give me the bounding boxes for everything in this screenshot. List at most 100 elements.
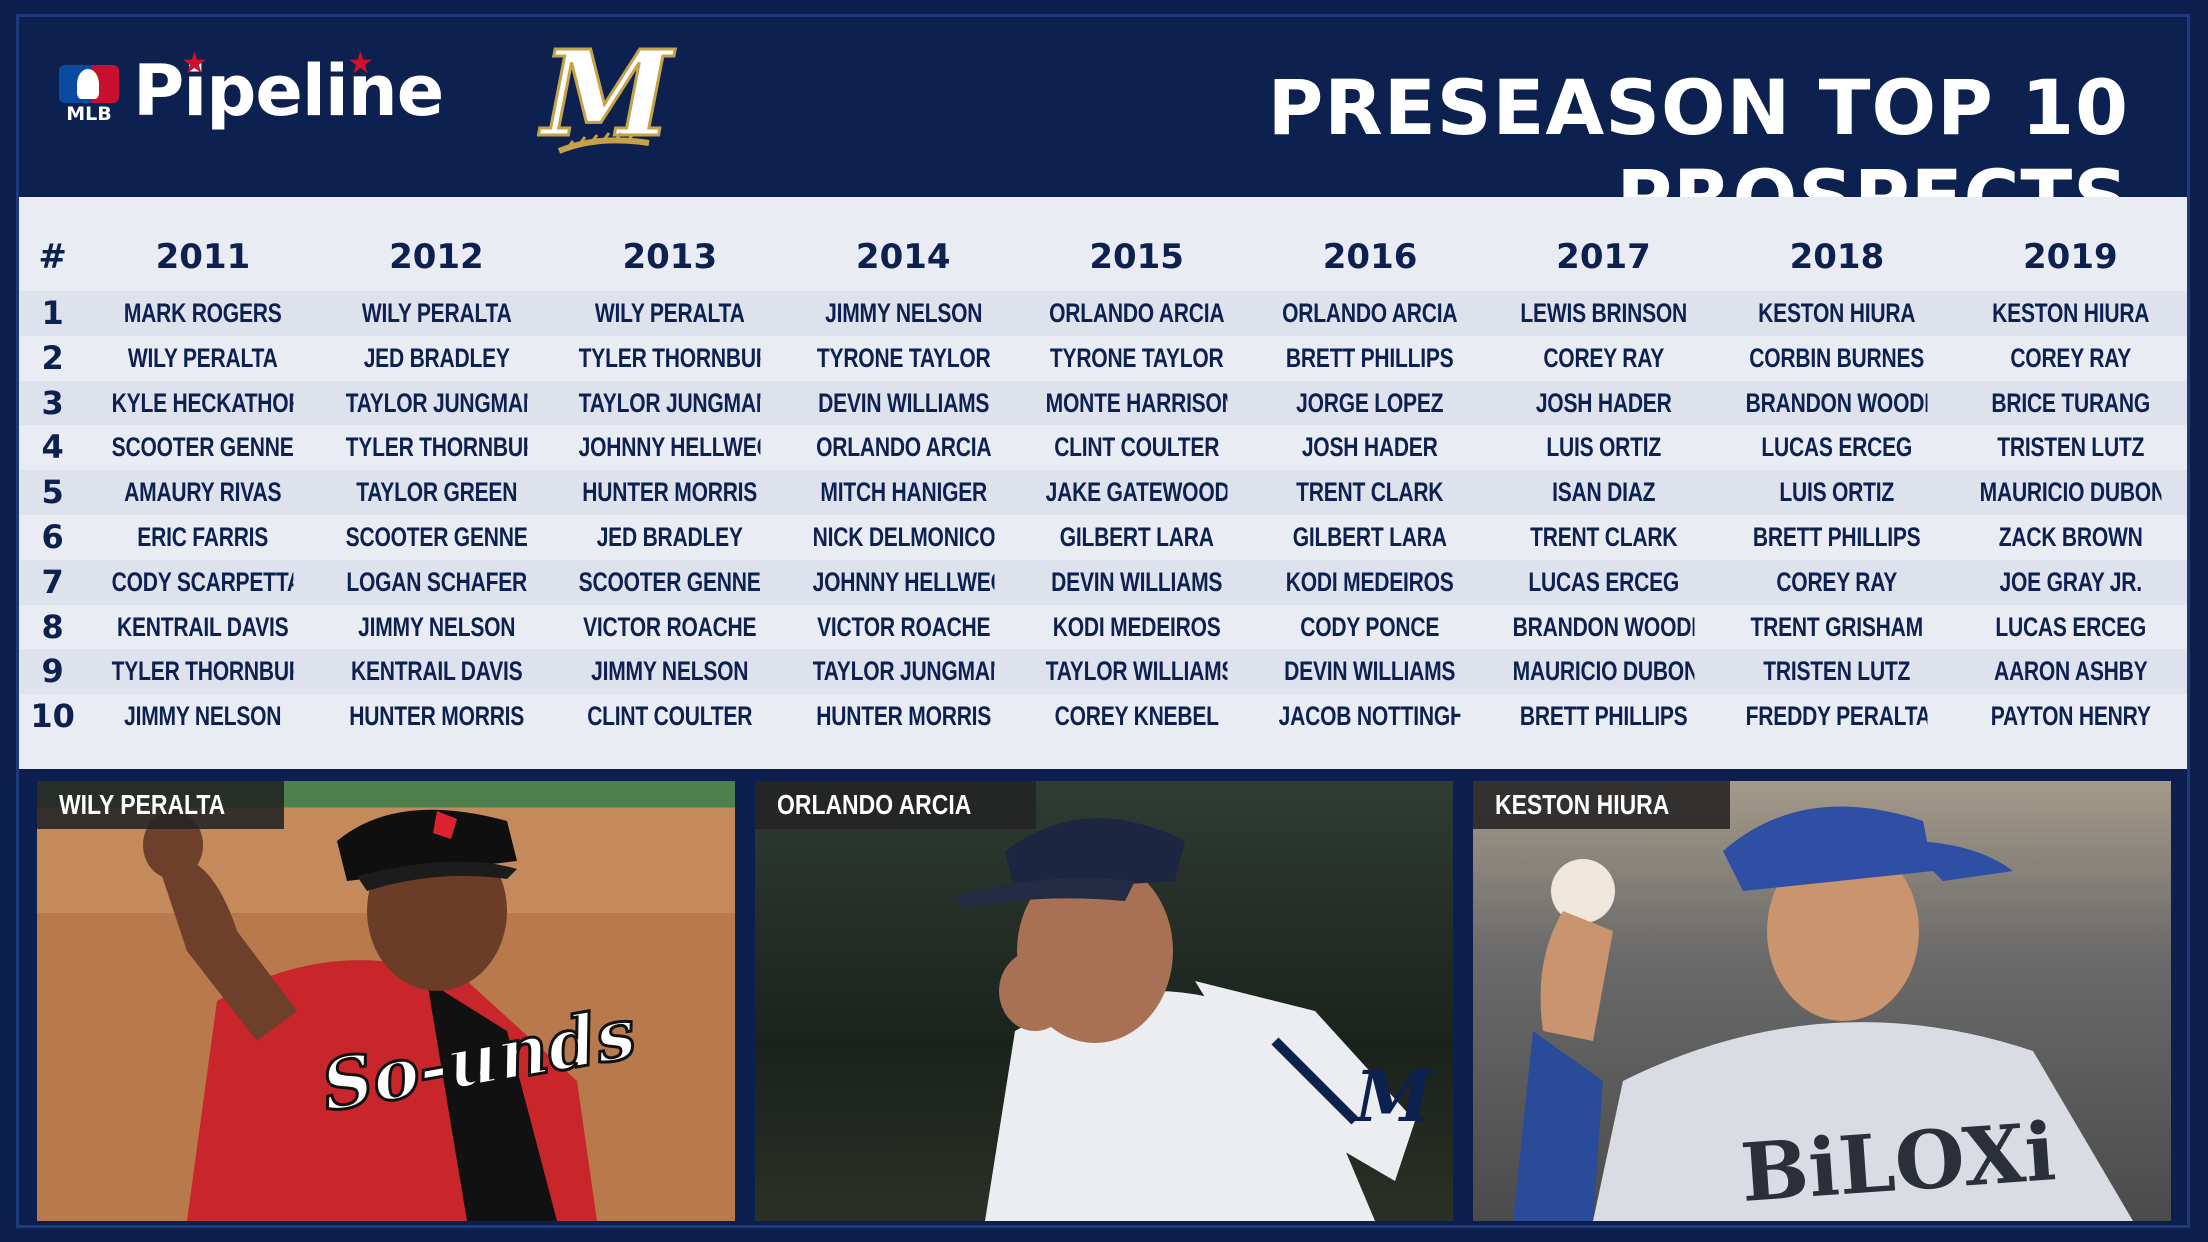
prospect-name-cell: JIMMY NELSON — [357, 611, 515, 642]
photo-strip: So-unds WILY PERALTA M ORLANDO ARCIA — [19, 769, 2187, 1225]
prospect-name-cell: SCOOTER GENNETT — [578, 566, 761, 597]
rank-number: 3 — [41, 383, 64, 422]
prospect-name-cell: AARON ASHBY — [1993, 656, 2148, 687]
prospect-name-cell: CLINT COULTER — [1054, 432, 1220, 463]
prospect-name-cell: COREY KNEBEL — [1054, 701, 1219, 732]
prospect-name-cell: TAYLOR JUNGMANN — [345, 387, 527, 418]
prospect-name-cell: KESTON HIURA — [1991, 298, 2149, 328]
graphic-frame: MLB Pipeline ★ ★ M PRESEASON TOP 10 PROS… — [16, 14, 2190, 1228]
team-logo-letter: M — [538, 31, 676, 163]
prospect-name-cell: JAKE GATEWOOD — [1045, 477, 1228, 508]
prospect-name-cell: LUIS ORTIZ — [1546, 432, 1661, 463]
player-name-label: KESTON HIURA — [1473, 781, 1730, 829]
player-photo-keston-hiura: BiLOXi KESTON HIURA — [1473, 781, 2171, 1221]
prospect-name-cell: JOSH HADER — [1302, 432, 1438, 463]
player-name-label: ORLANDO ARCIA — [755, 781, 1036, 829]
prospect-name-cell: WILY PERALTA — [594, 298, 745, 328]
prospect-name-cell: KYLE HECKATHORN — [111, 387, 294, 418]
year-column-header: 2015 — [1089, 237, 1184, 277]
year-column-header: 2017 — [1556, 237, 1651, 277]
prospect-name-cell: AMAURY RIVAS — [124, 477, 282, 508]
player-photo-orlando-arcia: M ORLANDO ARCIA — [755, 781, 1453, 1221]
prospect-name-cell: DEVIN WILLIAMS — [1284, 656, 1456, 687]
jersey-logo-letter: M — [1353, 1055, 1435, 1138]
prospect-name-cell: ISAN DIAZ — [1551, 477, 1656, 508]
prospect-name-cell: TAYLOR JUNGMANN — [578, 387, 761, 418]
prospect-name-cell: TYLER THORNBURG — [111, 656, 294, 687]
red-star-icon: ★ — [347, 46, 374, 81]
year-column-header: 2012 — [389, 237, 484, 277]
rank-number: 2 — [41, 338, 64, 377]
brewers-logo-icon: M — [536, 23, 677, 171]
prospect-name-cell: JACOB NOTTINGHAM — [1279, 701, 1461, 732]
table-row: 1 MARK ROGERS WILY PERALTA WILY PERALTA JIMM… — [19, 291, 2187, 336]
prospect-name-cell: CODY SCARPETTA — [111, 566, 294, 597]
prospect-name-cell: TYLER THORNBURG — [345, 432, 527, 463]
prospect-name-cell: HUNTER MORRIS — [582, 477, 758, 508]
player-photo-wily-peralta: So-unds WILY PERALTA — [37, 781, 735, 1221]
rank-number: 4 — [41, 428, 64, 467]
rank-number: 5 — [41, 473, 64, 512]
prospect-name-cell: SCOOTER GENNETT — [111, 432, 294, 463]
prospect-name-cell: TAYLOR WILLIAMS — [1045, 656, 1228, 687]
prospect-name-cell: LUCAS ERCEG — [1528, 566, 1679, 597]
prospect-name-cell: CODY PONCE — [1300, 611, 1440, 642]
prospect-name-cell: CLINT COULTER — [587, 701, 753, 732]
prospect-name-cell: VICTOR ROACHE — [816, 611, 990, 642]
prospect-name-cell: LUIS ORTIZ — [1779, 477, 1895, 508]
prospect-name-cell: DEVIN WILLIAMS — [1051, 566, 1223, 597]
mlb-batter-icon — [59, 65, 119, 103]
prospect-name-cell: TYRONE TAYLOR — [1049, 342, 1224, 373]
prospect-name-cell: KENTRAIL DAVIS — [117, 611, 289, 642]
prospect-name-cell: JORGE LOPEZ — [1296, 387, 1444, 418]
year-column-header: 2016 — [1322, 237, 1418, 277]
prospect-name-cell: LOGAN SCHAFER — [346, 566, 527, 597]
prospect-name-cell: FREDDY PERALTA — [1745, 701, 1928, 732]
prospect-name-cell: GILBERT LARA — [1059, 522, 1214, 552]
table-row: 2 WILY PERALTA JED BRADLEY TYLER THORNBURG T… — [19, 336, 2187, 381]
prospect-name-cell: KODI MEDEIROS — [1052, 611, 1221, 642]
prospect-name-cell: KESTON HIURA — [1758, 298, 1916, 328]
prospect-name-cell: MARK ROGERS — [124, 298, 282, 328]
prospect-name-cell: CORBIN BURNES — [1749, 342, 1925, 373]
jersey-lettering: BiLOXi — [1738, 1104, 2059, 1220]
prospect-name-cell: BRETT PHILLIPS — [1286, 342, 1454, 373]
player-name-label: WILY PERALTA — [37, 781, 284, 829]
rank-number: 10 — [30, 697, 75, 736]
prospect-name-cell: ORLANDO ARCIA — [1049, 298, 1225, 328]
prospect-name-cell: TAYLOR JUNGMANN — [812, 656, 994, 687]
prospect-name-cell: NICK DELMONICO — [812, 522, 995, 552]
prospect-name-cell: LEWIS BRINSON — [1520, 298, 1687, 328]
year-column-header: 2013 — [622, 237, 718, 277]
rank-number: 1 — [41, 294, 64, 332]
prospect-name-cell: JED BRADLEY — [596, 522, 743, 552]
prospect-name-cell: ERIC FARRIS — [137, 522, 269, 552]
prospect-name-cell: HUNTER MORRIS — [348, 701, 524, 732]
rank-number: 6 — [41, 518, 64, 556]
prospect-name-cell: LUCAS ERCEG — [1994, 611, 2146, 642]
prospect-name-cell: BRANDON WOODRUFF — [1745, 387, 1928, 418]
prospect-name-cell: TYRONE TAYLOR — [816, 342, 991, 373]
prospect-name-cell: TYLER THORNBURG — [578, 342, 761, 373]
prospect-name-cell: ZACK BROWN — [1998, 522, 2143, 552]
prospect-name-cell: GILBERT LARA — [1293, 522, 1448, 552]
year-column-header: 2011 — [155, 237, 251, 277]
pipeline-brand: Pipeline — [133, 50, 444, 132]
prospect-name-cell: KENTRAIL DAVIS — [350, 656, 523, 687]
prospect-name-cell: TRISTEN LUTZ — [1996, 432, 2144, 463]
rank-number: 8 — [41, 607, 64, 646]
prospect-name-cell: JIMMY NELSON — [824, 298, 982, 328]
prospect-name-cell: COREY RAY — [2009, 342, 2131, 373]
prospect-name-cell: WILY PERALTA — [128, 342, 278, 373]
prospect-name-cell: TRISTEN LUTZ — [1763, 656, 1911, 687]
rank-column-header: # — [38, 237, 67, 277]
prospect-name-cell: BRICE TURANG — [1991, 387, 2150, 418]
prospect-name-cell: BRANDON WOODRUFF — [1512, 611, 1694, 642]
prospect-name-cell: SCOOTER GENNETT — [345, 522, 528, 552]
table-row: 10 JIMMY NELSON HUNTER MORRIS CLINT COULTER… — [19, 694, 2187, 739]
table-row: 4 SCOOTER GENNETT TYLER THORNBURG JOHNNY HE… — [19, 425, 2187, 470]
header-banner: MLB Pipeline ★ ★ M PRESEASON TOP 10 PROS… — [19, 17, 2187, 242]
prospect-name-cell: COREY RAY — [1543, 342, 1664, 373]
table-row: 8 KENTRAIL DAVIS JIMMY NELSON VICTOR ROACHE… — [19, 605, 2187, 650]
year-column-header: 2019 — [2023, 237, 2118, 277]
